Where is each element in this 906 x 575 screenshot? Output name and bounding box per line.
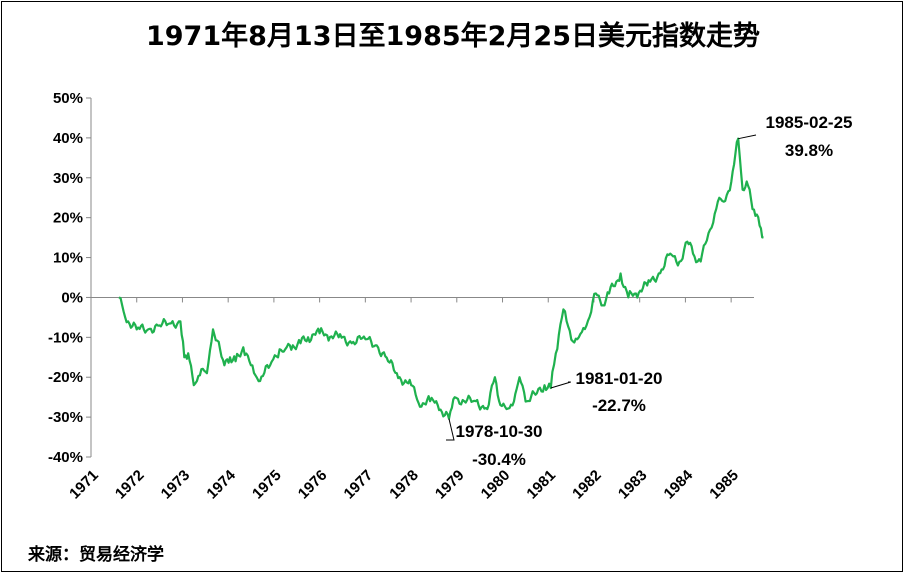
series-line [118, 137, 764, 420]
x-tick-label: 1982 [569, 467, 605, 503]
x-tick-label: 1984 [661, 466, 697, 502]
annotation-value: -30.4% [472, 450, 526, 469]
y-tick-label: 50% [53, 90, 83, 107]
y-tick-label: -30% [48, 409, 83, 426]
y-tick-label: 20% [53, 210, 83, 227]
x-tick-label: 1974 [203, 466, 239, 502]
y-tick-label: -10% [48, 329, 83, 346]
y-tick-labels: 50% 40% 30% 20% 10% 0% -10% -20% -30% -40% [48, 90, 91, 466]
y-tick-label: -40% [48, 449, 83, 466]
leader-line [550, 381, 571, 389]
x-tick-label: 1975 [249, 467, 285, 503]
x-tick-label: 1976 [295, 467, 331, 503]
x-tick-label: 1983 [615, 467, 651, 503]
annotation-date: 1981-01-20 [576, 369, 663, 388]
leader-line [446, 418, 455, 441]
x-tick-label: 1980 [478, 467, 514, 503]
axes [90, 98, 754, 457]
y-tick-label: -20% [48, 369, 83, 386]
source-note: 来源：贸易经济学 [28, 545, 164, 565]
x-tick-label: 1981 [523, 467, 559, 503]
annotation-value: -22.7% [592, 396, 646, 415]
annotation-date: 1985-02-25 [766, 113, 853, 132]
y-tick-label: 10% [53, 250, 83, 267]
x-tick-label: 1979 [432, 467, 468, 503]
y-tick-label: 0% [61, 289, 83, 306]
leader-line [738, 134, 757, 140]
x-tick-label: 1977 [341, 467, 377, 503]
annotations: 1985-02-25 39.8% 1981-01-20 -22.7% 1978-10-3… [446, 113, 852, 469]
x-tick-label: 1971 [66, 467, 102, 503]
annotation-date: 1978-10-30 [456, 422, 543, 441]
x-tick-label: 1978 [386, 467, 422, 503]
x-tick-label: 1973 [158, 467, 194, 503]
annotation-value: 39.8% [785, 141, 833, 160]
chart-title: 1971年8月13日至1985年2月25日美元指数走势 [145, 21, 760, 52]
x-tick-label: 1972 [112, 467, 148, 503]
y-tick-label: 30% [53, 170, 83, 187]
series-group [118, 137, 764, 420]
y-tick-label: 40% [53, 130, 83, 147]
x-tick-label: 1985 [706, 467, 742, 503]
